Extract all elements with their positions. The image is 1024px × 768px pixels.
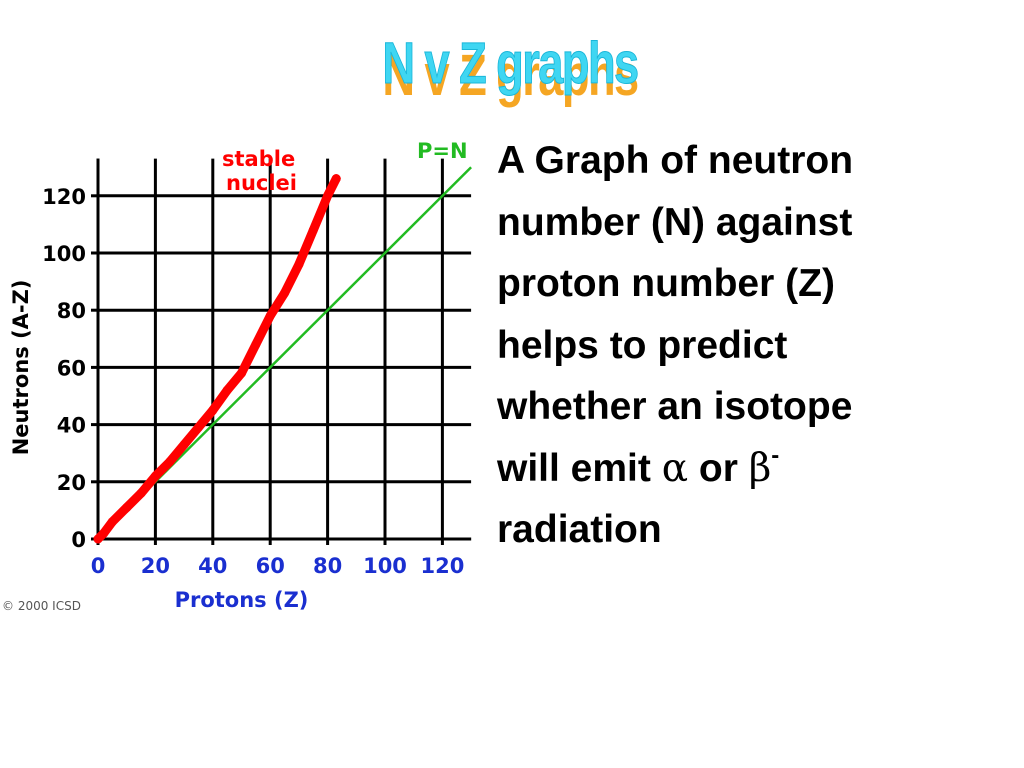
x-tick-label: 120 — [420, 554, 464, 578]
description-line-7: radiation — [497, 508, 662, 551]
stable-nuclei-point — [136, 488, 146, 498]
description-line-2: number (N) against — [497, 200, 853, 244]
description-line-4: helps to predict — [497, 323, 788, 367]
description-line-3: proton number (Z) — [497, 262, 835, 305]
stable-nuclei-point — [323, 191, 333, 201]
beta-symbol: β — [748, 445, 772, 491]
x-tick-label: 20 — [141, 554, 170, 578]
y-tick-label: 100 — [42, 242, 86, 266]
stable-nuclei-point — [107, 517, 117, 527]
stable-nuclei-point — [308, 225, 318, 235]
stable-nuclei-point — [150, 471, 160, 481]
stable-nuclei-point — [280, 288, 290, 298]
alpha-symbol: α — [661, 445, 689, 491]
description-text: A Graph of neutron number (N) against pr… — [497, 130, 1017, 561]
slide-title-text: N v Z graphs — [382, 31, 640, 97]
description-line-6: will emit α or β- — [497, 438, 1017, 500]
y-tick-label: 60 — [57, 356, 86, 380]
slide-title: N v Z graphs N v Z graphs — [300, 30, 720, 120]
description-line-5: whether an isotope — [497, 385, 853, 428]
y-axis-title: Neutrons (A-Z) — [9, 280, 33, 456]
x-axis-title: Protons (Z) — [175, 588, 309, 612]
stable-nuclei-point — [193, 422, 203, 432]
annotation-p-equals-n: P=N — [417, 139, 468, 163]
x-tick-label: 0 — [91, 554, 106, 578]
stable-nuclei-point — [122, 503, 132, 513]
stable-nuclei-point — [99, 528, 109, 538]
stable-nuclei-point — [265, 311, 275, 321]
stable-nuclei-point — [294, 259, 304, 269]
y-tick-label: 120 — [42, 185, 86, 209]
stable-nuclei-point — [251, 340, 261, 350]
annotation-stable: stable — [222, 147, 295, 171]
y-tick-label: 20 — [57, 471, 86, 495]
x-tick-label: 60 — [256, 554, 285, 578]
stable-nuclei-point — [222, 385, 232, 395]
x-tick-label: 100 — [363, 554, 407, 578]
stable-nuclei-point — [165, 457, 175, 467]
x-tick-label: 80 — [313, 554, 342, 578]
stable-nuclei-point — [331, 174, 341, 184]
slide-title-shadow: N v Z graphs — [382, 43, 639, 108]
description-line-1: A Graph of neutron — [497, 139, 854, 182]
stable-nuclei-point — [93, 534, 103, 544]
annotation-nuclei: nuclei — [226, 171, 297, 195]
description-line-6-text: will emit — [497, 446, 662, 490]
series-line-stable-nuclei — [93, 174, 341, 544]
stable-nuclei-point — [237, 368, 246, 378]
description-or: or — [688, 446, 749, 490]
copyright-notice: © 2000 ICSD — [2, 599, 81, 613]
beta-minus-superscript: - — [771, 441, 780, 469]
x-tick-label: 40 — [198, 554, 227, 578]
nz-chart: 0 20 40 60 80 100 120 0 20 40 60 80 100 120 Protons (Z… — [9, 139, 472, 612]
stable-nuclei-point — [208, 405, 218, 415]
y-tick-label: 80 — [57, 299, 86, 323]
stable-nuclei-point — [179, 440, 189, 450]
y-tick-label: 40 — [57, 414, 86, 438]
y-tick-label: 0 — [71, 528, 86, 552]
